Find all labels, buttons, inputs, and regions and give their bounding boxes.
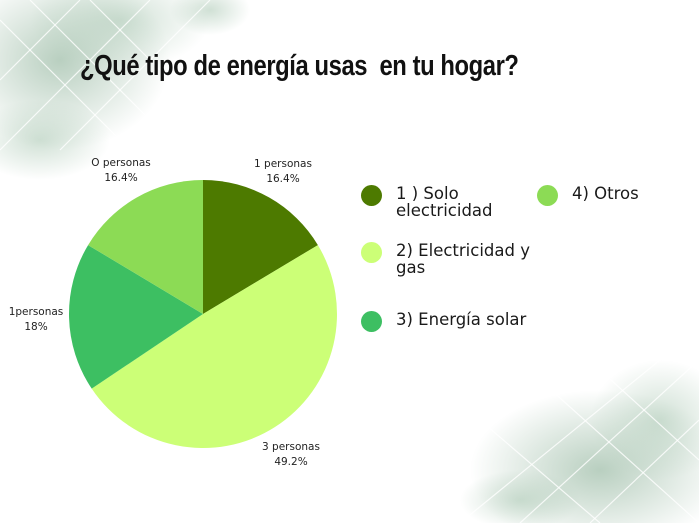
slice-category-label: 1personas <box>9 306 64 318</box>
legend-swatch <box>361 242 382 263</box>
slice-category-label: 1 personas <box>254 158 312 170</box>
slice-percent-label: 16.4% <box>104 172 137 184</box>
pie-slice-1 <box>203 180 318 314</box>
slice-category-label: O personas <box>91 157 151 169</box>
slice-percent-label: 18% <box>24 321 47 333</box>
slice-percent-label: 16.4% <box>266 173 299 185</box>
legend-swatch <box>361 185 382 206</box>
slice-percent-label: 49.2% <box>274 456 307 468</box>
legend-item-1: 1 ) Solo electricidad <box>361 185 493 219</box>
legend-label: 4) Otros <box>572 184 639 203</box>
legend-swatch <box>537 185 558 206</box>
legend-item-4: 3) Energía solar <box>361 311 526 332</box>
legend-item-3: 2) Electricidad y gas <box>361 242 530 276</box>
legend-swatch <box>361 311 382 332</box>
legend-item-2: 4) Otros <box>537 185 639 206</box>
legend-label: 3) Energía solar <box>396 310 527 329</box>
chart-title: ¿Qué tipo de energía usas en tu hogar? <box>80 50 519 82</box>
legend-label: 2) Electricidad y gas <box>396 241 530 277</box>
pie-slice-2 <box>91 245 337 448</box>
slice-category-label: 3 personas <box>262 441 320 453</box>
legend-label: 1 ) Solo electricidad <box>396 184 493 220</box>
pie-slice-3 <box>69 245 204 389</box>
pie-slice-4 <box>88 180 203 314</box>
